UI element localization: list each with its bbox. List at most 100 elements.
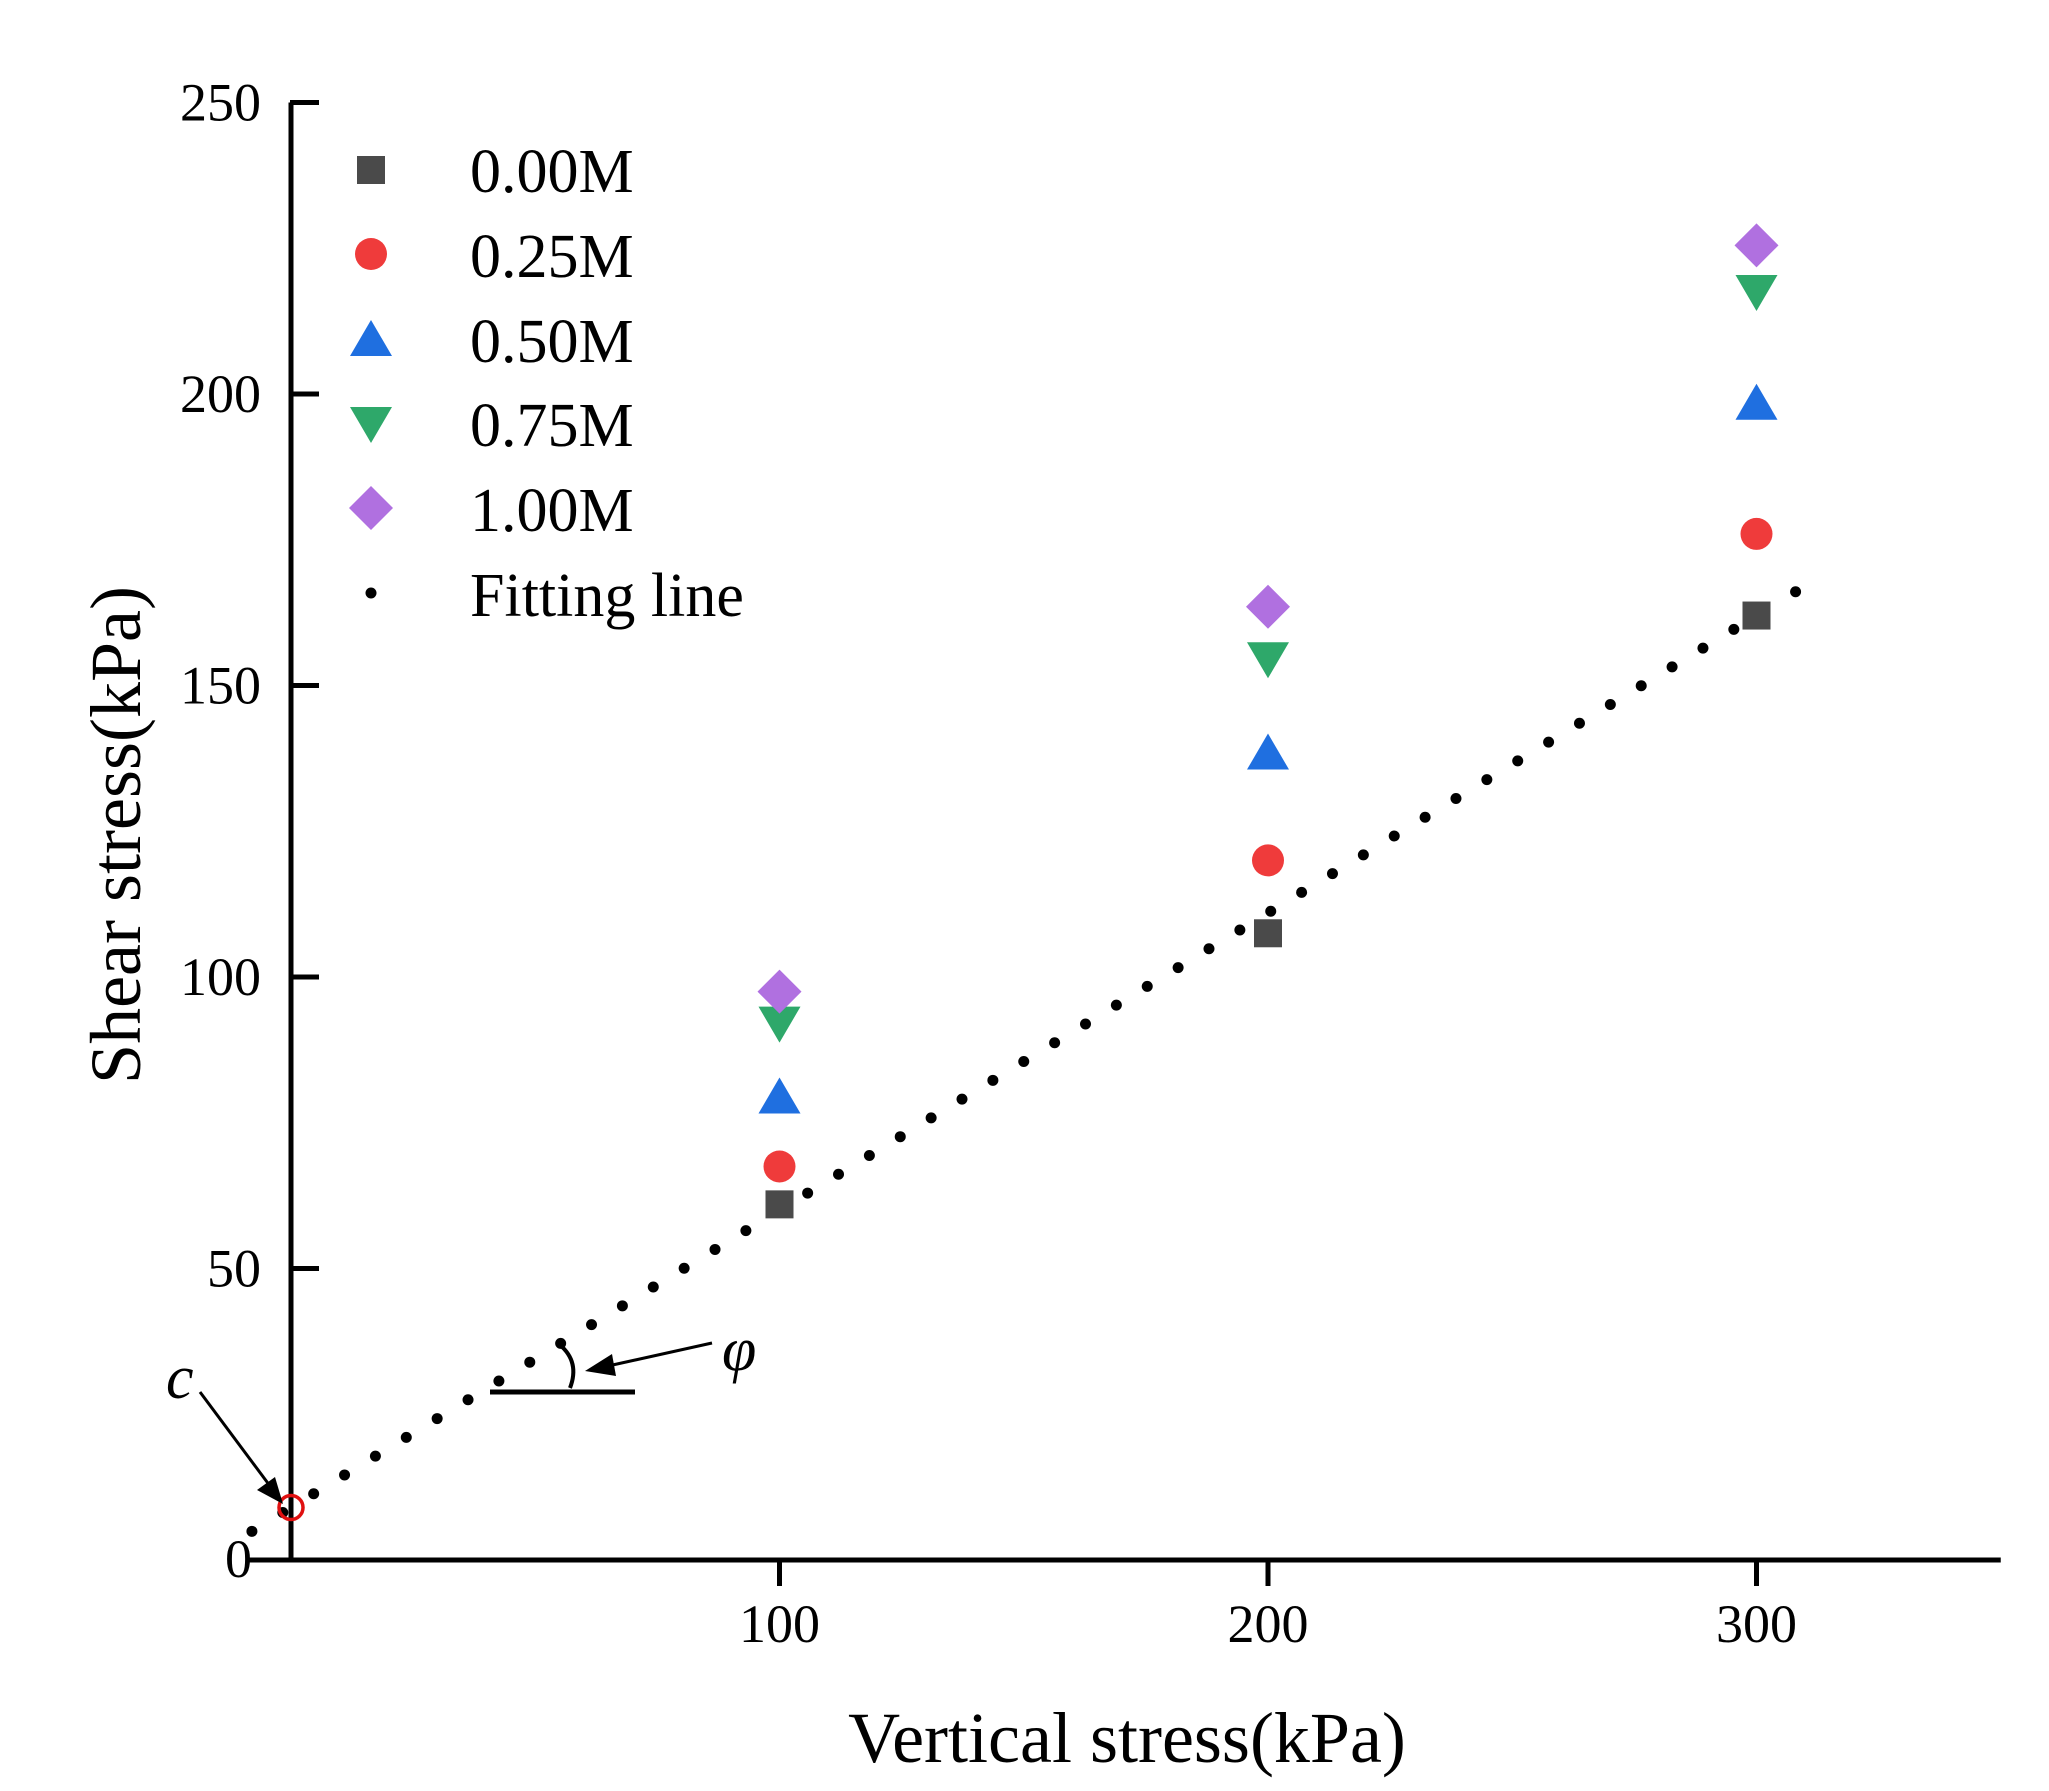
data-points [757,223,1779,1219]
cohesion-arrow-head [257,1477,283,1504]
angle-arrow-head [585,1354,616,1376]
y-tick-label-250: 250 [180,73,261,133]
x-tick-label-100: 100 [739,1594,820,1654]
fit-dot [802,1187,814,1199]
annotations: c φ [166,1316,756,1522]
y-tick-label-150: 150 [180,656,261,716]
angle-arrow-line [607,1341,713,1368]
fit-dot [894,1131,906,1143]
fit-dot [493,1375,505,1387]
fit-dot [1388,830,1400,842]
legend-marker-4 [349,486,393,530]
point-0.00M-300 [1742,601,1771,630]
point-0.00M-100 [765,1190,794,1219]
fit-dot [740,1225,752,1237]
legend-label-1: 0.25M [470,223,634,291]
y-tick-label-50: 50 [207,1239,261,1299]
y-tick-label-100: 100 [180,947,261,1007]
fit-dot [956,1093,968,1105]
legend-marker-1 [355,238,387,270]
legend: 0.00M 0.25M 0.50M 0.75M 1.00M Fitting li… [349,138,744,630]
angle-arc [558,1343,576,1389]
fit-dot [1697,642,1709,654]
y-axis-title: Shear stress(kPa) [76,586,156,1084]
legend-marker-3 [350,407,392,443]
point-0.25M-100 [763,1150,796,1183]
fit-dot [863,1149,875,1161]
axis-labels: Vertical stress(kPa) Shear stress(kPa) 0 [76,586,1406,1778]
fit-dot [339,1469,351,1481]
fit-dot [1203,943,1215,955]
fit-dot [1234,924,1246,936]
fit-dot [1635,680,1647,692]
fit-dot [1049,1037,1061,1049]
fit-dot [400,1431,412,1443]
point-1.00M-100 [757,969,802,1014]
fit-dot [1419,811,1431,823]
fit-dot [1357,849,1369,861]
fit-dot [1018,1056,1030,1068]
point-0.75M-200 [1247,642,1289,679]
fit-dot [678,1262,690,1274]
point-0.50M-300 [1735,383,1778,420]
point-0.00M-200 [1254,919,1282,948]
legend-label-3: 0.75M [470,392,634,460]
cohesion-label: c [166,1344,194,1412]
fit-dot [462,1394,474,1406]
x-axis-title: Vertical stress(kPa) [848,1698,1406,1778]
point-0.25M-300 [1740,517,1773,550]
friction-angle-label: φ [722,1316,756,1384]
fit-dot [1265,905,1277,917]
point-1.00M-300 [1734,223,1779,268]
point-0.50M-100 [758,1077,801,1114]
fit-dot [431,1413,443,1425]
legend-label-fit: Fitting line [470,562,744,630]
legend-marker-0 [357,156,385,184]
fit-dot [1296,886,1308,898]
fit-dot [833,1168,845,1180]
fit-dot [1141,980,1153,992]
x-tick-label-200: 200 [1228,1594,1309,1654]
point-0.75M-100 [758,1006,801,1043]
fit-dot [987,1074,999,1086]
fit-dot [1543,736,1555,748]
point-1.00M-200 [1246,584,1290,629]
fit-dot [1604,699,1616,711]
fit-dot [647,1281,659,1293]
axes: 50 100 150 200 250 100 200 300 [180,73,2001,1654]
fit-dot [1450,792,1462,804]
legend-label-0: 0.00M [470,138,634,206]
fit-dot [1481,774,1493,786]
fit-dot [1790,586,1802,598]
fit-dot [369,1450,381,1462]
y-tick-label-200: 200 [180,364,261,424]
fit-dot [246,1525,258,1537]
point-0.75M-300 [1735,274,1778,311]
fit-dot [1573,717,1585,729]
fit-dot [709,1243,721,1255]
legend-marker-2 [350,320,392,356]
legend-label-4: 1.00M [470,477,634,545]
fit-dot [1110,999,1122,1011]
fit-dot [1326,868,1338,880]
x-tick-label-300: 300 [1716,1594,1797,1654]
fit-dot [1512,755,1524,767]
fit-dot [1172,962,1184,974]
fit-dot [616,1300,628,1312]
fit-dot [308,1488,320,1500]
legend-marker-fit [365,587,377,599]
cohesion-marker [277,1493,305,1522]
fit-dot [586,1319,598,1331]
fitting-line [246,586,1802,1537]
fit-dot [1728,623,1740,635]
cohesion-arrow-line [198,1391,275,1491]
fit-dot [1666,661,1678,673]
origin-label: 0 [225,1529,252,1589]
fit-dot [925,1112,937,1124]
fit-dot [524,1356,536,1368]
legend-label-2: 0.50M [470,308,634,376]
point-0.50M-200 [1247,733,1289,770]
point-0.25M-200 [1252,844,1284,877]
fit-dot [1079,1018,1091,1030]
